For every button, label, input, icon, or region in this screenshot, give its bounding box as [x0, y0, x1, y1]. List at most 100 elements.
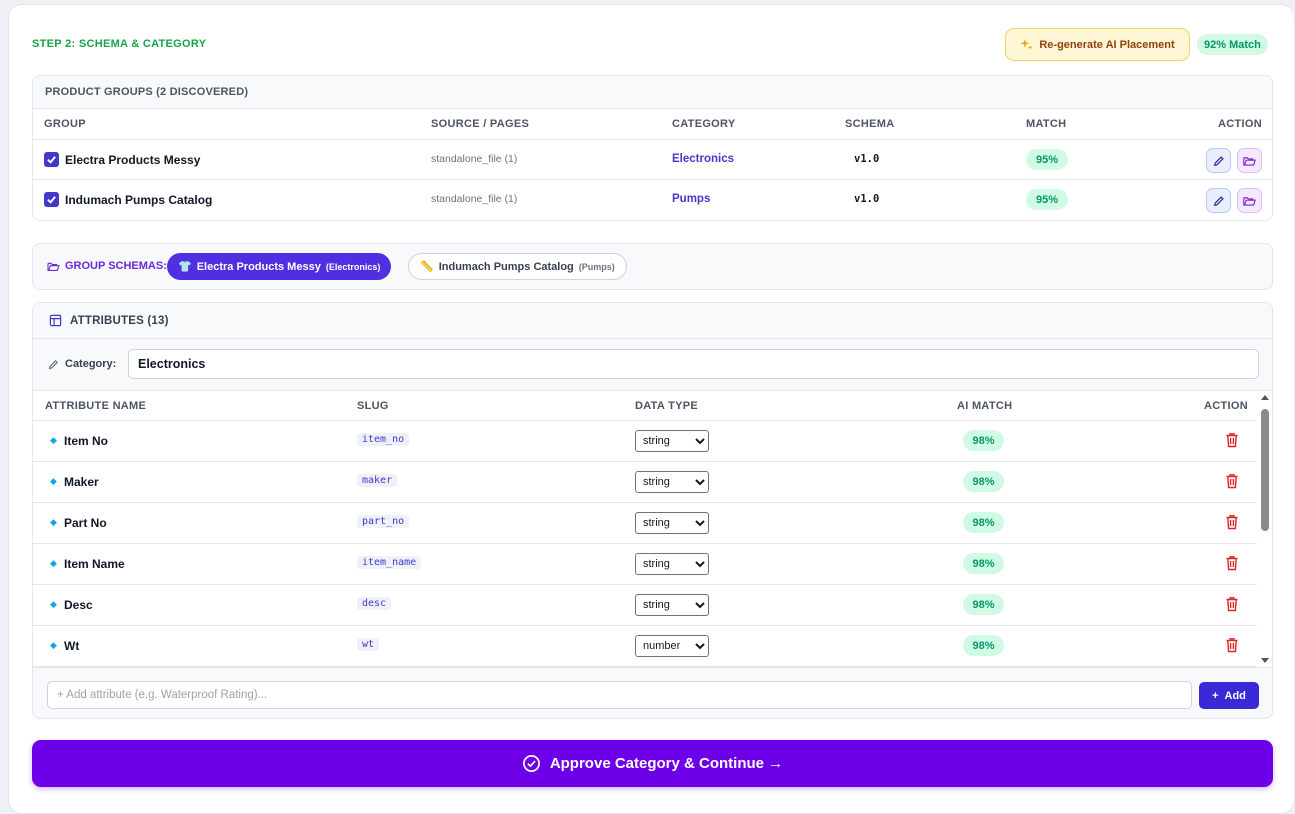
- group-schema-version: v1.0: [854, 193, 880, 205]
- trash-icon[interactable]: [1225, 555, 1239, 571]
- trash-icon[interactable]: [1225, 473, 1239, 489]
- edit-group-button[interactable]: [1206, 148, 1231, 173]
- group-checkbox[interactable]: [44, 192, 59, 207]
- attribute-slug: desc: [357, 597, 392, 610]
- product-groups-title: PRODUCT GROUPS (2 DISCOVERED): [33, 76, 1272, 109]
- shirt-icon: 👕: [178, 261, 192, 273]
- attributes-scrollbar[interactable]: [1258, 391, 1272, 667]
- attribute-name: Desc: [64, 598, 93, 612]
- pencil-icon: [48, 359, 58, 369]
- trash-icon[interactable]: [1225, 637, 1239, 653]
- data-type-select[interactable]: stringnumber: [635, 471, 709, 493]
- table-row: ◆ Wt wt stringnumber 98%: [33, 626, 1257, 667]
- table-row: ◆ Part No part_no stringnumber 98%: [33, 503, 1257, 544]
- attribute-slug: item_name: [357, 556, 422, 569]
- trash-icon[interactable]: [1225, 596, 1239, 612]
- check-circle-icon: [522, 755, 540, 772]
- approve-continue-button[interactable]: Approve Category & Continue →: [32, 740, 1273, 787]
- group-schemas-label: GROUP SCHEMAS:: [47, 260, 167, 272]
- table-row: ◆ Desc desc stringnumber 98%: [33, 585, 1257, 626]
- attributes-title: ATTRIBUTES (13): [70, 314, 169, 327]
- add-attribute-row: + Add: [33, 667, 1272, 718]
- scroll-down-arrow[interactable]: [1261, 658, 1269, 663]
- regenerate-ai-placement-button[interactable]: Re-generate AI Placement: [1005, 28, 1190, 61]
- category-input[interactable]: [128, 349, 1259, 379]
- attribute-bullet-icon: ◆: [50, 599, 57, 609]
- col-category: CATEGORY: [672, 118, 736, 130]
- step-title: STEP 2: SCHEMA & CATEGORY: [32, 38, 207, 50]
- add-attribute-input[interactable]: [47, 681, 1192, 709]
- folder-open-icon: [47, 262, 60, 271]
- col-action: ACTION: [1218, 118, 1262, 130]
- sparkle-icon: [1020, 38, 1033, 50]
- table-icon: [49, 314, 62, 327]
- col-source: SOURCE / PAGES: [431, 118, 530, 130]
- attribute-name: Maker: [64, 475, 99, 489]
- col-group: GROUP: [44, 118, 86, 130]
- group-schemas-bar: GROUP SCHEMAS: 👕 Electra Products Messy …: [32, 243, 1273, 290]
- group-category-link[interactable]: Electronics: [672, 153, 734, 165]
- schema-chip-indumach[interactable]: 📏 Indumach Pumps Catalog (Pumps): [408, 253, 627, 280]
- data-type-select[interactable]: stringnumber: [635, 512, 709, 534]
- col-action: ACTION: [1204, 400, 1248, 412]
- add-attribute-button[interactable]: + Add: [1199, 682, 1259, 709]
- overall-match-badge: 92% Match: [1197, 34, 1268, 55]
- scroll-up-arrow[interactable]: [1261, 395, 1269, 400]
- group-match-badge: 95%: [1026, 149, 1068, 170]
- col-ai-match: AI MATCH: [957, 400, 1013, 412]
- pencil-icon: [1213, 155, 1224, 166]
- schema-chip-category: (Electronics): [325, 261, 381, 272]
- ai-match-badge: 98%: [963, 635, 1004, 656]
- table-row: ◆ Item Name item_name stringnumber 98%: [33, 544, 1257, 585]
- group-checkbox[interactable]: [44, 152, 59, 167]
- plus-icon: +: [1212, 689, 1219, 702]
- col-match: MATCH: [1026, 118, 1067, 130]
- group-source: standalone_file (1): [431, 193, 518, 205]
- schema-chip-electra[interactable]: 👕 Electra Products Messy (Electronics): [167, 253, 392, 280]
- attributes-header: ATTRIBUTES (13): [33, 303, 1272, 339]
- attribute-name: Wt: [64, 639, 80, 653]
- group-schemas-label-text: GROUP SCHEMAS:: [65, 260, 167, 272]
- group-source: standalone_file (1): [431, 153, 518, 165]
- group-schema-version: v1.0: [854, 153, 880, 165]
- data-type-select[interactable]: stringnumber: [635, 594, 709, 616]
- attribute-slug: wt: [357, 638, 380, 651]
- open-folder-button[interactable]: [1237, 148, 1262, 173]
- ai-match-badge: 98%: [963, 512, 1004, 533]
- data-type-select[interactable]: stringnumber: [635, 430, 709, 452]
- edit-group-button[interactable]: [1206, 188, 1231, 213]
- attribute-bullet-icon: ◆: [50, 640, 57, 650]
- folder-open-icon: [1243, 196, 1256, 206]
- add-label: Add: [1224, 689, 1246, 702]
- category-row: Category:: [33, 339, 1272, 391]
- group-name: Electra Products Messy: [65, 153, 201, 167]
- schema-chip-name: Electra Products Messy: [196, 260, 321, 273]
- ai-match-badge: 98%: [963, 594, 1004, 615]
- attributes-table-body: ◆ Item No item_no stringnumber 98% ◆ Maker make…: [33, 421, 1257, 667]
- schema-chip-name: Indumach Pumps Catalog: [438, 260, 574, 273]
- scroll-thumb[interactable]: [1261, 409, 1269, 531]
- attribute-bullet-icon: ◆: [50, 517, 57, 527]
- open-folder-button[interactable]: [1237, 188, 1262, 213]
- group-category-link[interactable]: Pumps: [672, 193, 711, 205]
- product-groups-header-row: GROUP SOURCE / PAGES CATEGORY SCHEMA MAT…: [33, 109, 1272, 140]
- attribute-bullet-icon: ◆: [50, 476, 57, 486]
- ai-match-badge: 98%: [963, 553, 1004, 574]
- product-groups-panel: PRODUCT GROUPS (2 DISCOVERED) GROUP SOUR…: [32, 75, 1273, 221]
- trash-icon[interactable]: [1225, 514, 1239, 530]
- regenerate-label: Re-generate AI Placement: [1039, 38, 1175, 51]
- attribute-slug: part_no: [357, 515, 410, 528]
- table-row: Electra Products Messy standalone_file (…: [33, 140, 1272, 180]
- data-type-select[interactable]: stringnumber: [635, 635, 709, 657]
- col-data-type: DATA TYPE: [635, 400, 698, 412]
- ruler-icon: 📏: [420, 261, 434, 273]
- data-type-select[interactable]: stringnumber: [635, 553, 709, 575]
- schema-chip-category: (Pumps): [578, 261, 615, 272]
- pencil-icon: [1213, 195, 1224, 206]
- table-row: ◆ Maker maker stringnumber 98%: [33, 462, 1257, 503]
- attributes-header-row: ATTRIBUTE NAME SLUG DATA TYPE AI MATCH A…: [33, 391, 1257, 421]
- trash-icon[interactable]: [1225, 432, 1239, 448]
- ai-match-badge: 98%: [963, 430, 1004, 451]
- col-attribute-name: ATTRIBUTE NAME: [45, 400, 147, 412]
- attribute-name: Part No: [64, 516, 107, 530]
